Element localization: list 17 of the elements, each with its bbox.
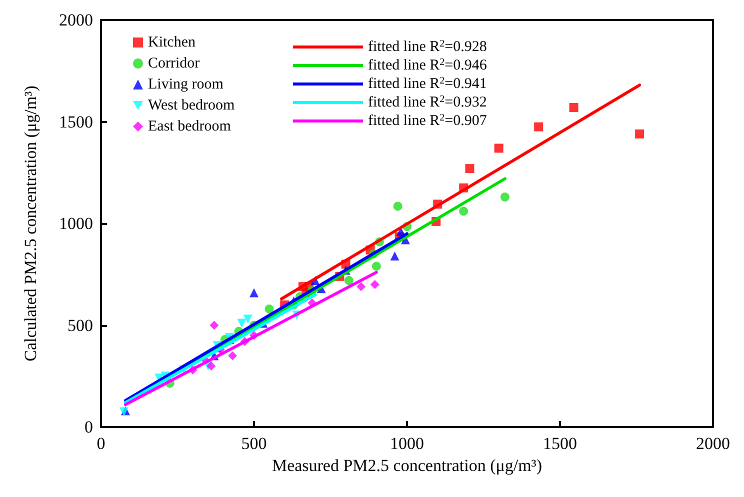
legend-label: West bedroom: [148, 98, 236, 114]
y-tick-label: 0: [84, 418, 93, 436]
y-tick-label: 2000: [59, 10, 93, 30]
legend-label: East bedroom: [148, 118, 232, 134]
x-tick-label: 1000: [390, 434, 424, 453]
legend-label: Living room: [148, 76, 224, 92]
x-tick-label: 0: [96, 434, 106, 453]
legend-label: Corridor: [148, 56, 200, 72]
x-tick-label: 1500: [543, 434, 577, 453]
y-tick-label: 1000: [59, 214, 93, 233]
x-tick-label: 500: [241, 434, 267, 453]
legend-label: Kitchen: [148, 34, 196, 50]
x-axis-title: Measured PM2.5 concentration (μg/m³): [272, 456, 542, 475]
y-axis-title: Calculated PM2.5 concentration (μg/m³): [21, 86, 40, 362]
y-tick-label: 500: [68, 316, 93, 335]
y-tick-label: 1500: [59, 112, 93, 132]
x-tick-label: 2000: [696, 434, 730, 453]
